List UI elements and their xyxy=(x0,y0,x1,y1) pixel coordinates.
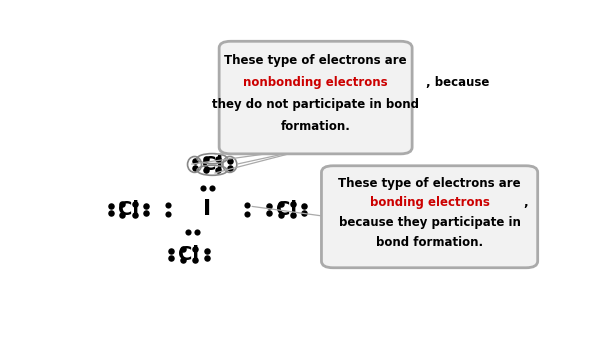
Text: These type of electrons are: These type of electrons are xyxy=(338,177,521,190)
Text: Cl: Cl xyxy=(118,200,139,219)
Point xyxy=(106,210,116,215)
Text: , because: , because xyxy=(427,76,490,89)
Point xyxy=(276,213,286,218)
Point xyxy=(198,185,208,191)
Point xyxy=(183,229,193,235)
Point xyxy=(202,156,211,161)
Point xyxy=(202,168,211,173)
Point xyxy=(193,229,202,235)
Point xyxy=(214,168,223,173)
Text: Cl: Cl xyxy=(178,245,199,264)
Point xyxy=(190,246,200,251)
Text: Cl: Cl xyxy=(276,200,297,219)
Point xyxy=(118,201,127,206)
Point xyxy=(178,246,188,251)
Point xyxy=(288,213,298,218)
Point xyxy=(202,255,211,260)
Text: because they participate in: because they participate in xyxy=(338,216,521,229)
Point xyxy=(242,211,252,216)
Point xyxy=(242,203,252,208)
Text: bonding electrons: bonding electrons xyxy=(370,196,490,209)
Point xyxy=(299,204,309,209)
Text: I: I xyxy=(203,200,212,219)
Point xyxy=(118,213,127,218)
Point xyxy=(225,165,235,170)
Point xyxy=(299,210,309,215)
Point xyxy=(264,204,274,209)
Point xyxy=(106,204,116,209)
Text: These type of electrons are: These type of electrons are xyxy=(224,54,407,66)
FancyBboxPatch shape xyxy=(322,166,538,268)
Point xyxy=(190,159,199,164)
Text: they do not participate in bond: they do not participate in bond xyxy=(212,98,419,111)
Point xyxy=(163,203,173,208)
Point xyxy=(142,210,151,215)
Point xyxy=(225,159,235,164)
Text: formation.: formation. xyxy=(281,120,350,133)
Point xyxy=(208,185,217,191)
Point xyxy=(163,211,173,216)
Point xyxy=(130,201,139,206)
Point xyxy=(166,249,176,254)
Text: Cl: Cl xyxy=(202,155,223,174)
Point xyxy=(190,165,199,170)
Text: nonbonding electrons: nonbonding electrons xyxy=(244,76,388,89)
Text: bond formation.: bond formation. xyxy=(376,236,483,249)
Point xyxy=(288,201,298,206)
Point xyxy=(276,201,286,206)
Point xyxy=(202,249,211,254)
Point xyxy=(190,258,200,263)
Point xyxy=(130,213,139,218)
Point xyxy=(264,210,274,215)
Text: ,: , xyxy=(524,196,528,209)
FancyBboxPatch shape xyxy=(219,41,412,154)
Point xyxy=(166,255,176,260)
Point xyxy=(178,258,188,263)
Point xyxy=(142,204,151,209)
Point xyxy=(214,156,223,161)
